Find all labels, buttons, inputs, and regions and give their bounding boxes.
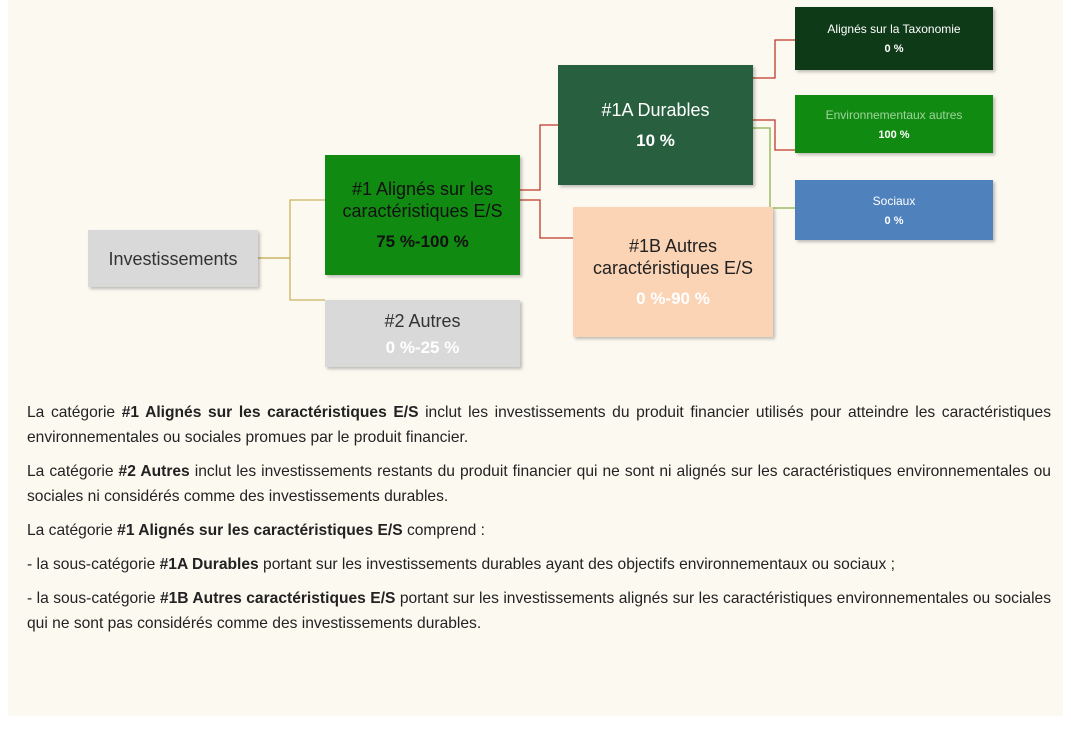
paragraph: La catégorie #2 Autres inclut les invest…	[27, 459, 1051, 509]
connector	[258, 199, 325, 259]
connector	[520, 124, 558, 191]
node-investissements: Investissements	[88, 230, 258, 287]
text: inclut les investissements restants du p…	[27, 463, 1051, 505]
bold-text: #1B Autres caractéristiques E/S	[159, 590, 396, 607]
node-label: Environnementaux autres	[825, 107, 963, 122]
connector	[753, 39, 795, 79]
node-label: #2 Autres	[384, 310, 461, 331]
node-value: 75 %-100 %	[376, 232, 469, 251]
node-value: 0 %	[884, 43, 904, 55]
node-value: 0 %-25 %	[385, 337, 460, 357]
bold-text: #1 Alignés sur les caractéristiques E/S	[121, 404, 419, 421]
node-label: #1 Alignés sur les caractéristiques E/S	[342, 179, 503, 221]
text: La catégorie	[27, 463, 119, 480]
node-value: 10 %	[636, 131, 675, 150]
node-label: Sociaux	[872, 193, 916, 208]
node-label: Alignés sur la Taxonomie	[827, 22, 961, 36]
node-environnementaux: Environnementaux autres 100 %	[795, 95, 993, 153]
text: comprend :	[402, 522, 485, 539]
bold-text: #2 Autres	[118, 463, 190, 480]
paragraph: La catégorie #1 Alignés sur les caractér…	[27, 518, 1051, 543]
node-1a: #1A Durables 10 %	[558, 65, 753, 185]
connector	[258, 257, 325, 301]
text: La catégorie	[27, 404, 122, 421]
connector	[753, 119, 795, 151]
paragraph: - la sous-catégorie #1A Durables portant…	[27, 552, 1051, 577]
node-sociaux: Sociaux 0 %	[795, 180, 993, 240]
text: inclut les investissements du produit fi…	[27, 404, 1051, 446]
paragraph: La catégorie #1 Alignés sur les caractér…	[27, 400, 1051, 450]
node-2: #2 Autres 0 %-25 %	[325, 300, 520, 367]
node-1: #1 Alignés sur les caractéristiques E/S 7…	[325, 155, 520, 275]
text: - la sous-catégorie	[27, 590, 160, 607]
node-label: #1B Autres caractéristiques E/S	[592, 236, 754, 278]
node-label: #1A Durables	[601, 100, 710, 120]
connector	[520, 199, 573, 239]
bold-text: #1 Alignés sur les caractéristiques E/S	[117, 522, 403, 539]
description: La catégorie #1 Alignés sur les caractér…	[27, 400, 1051, 645]
paragraph: - la sous-catégorie #1B Autres caractéri…	[27, 586, 1051, 636]
node-value: 100 %	[878, 128, 910, 141]
bold-text: #1A Durables	[159, 556, 259, 573]
node-1b: #1B Autres caractéristiques E/S 0 %-90 %	[573, 207, 773, 337]
text: La catégorie	[27, 522, 118, 539]
text: portant sur les investissements durables…	[258, 556, 895, 573]
node-taxonomie: Alignés sur la Taxonomie 0 %	[795, 7, 993, 70]
node-value: 0 %	[884, 214, 904, 227]
node-label: Investissements	[108, 248, 238, 269]
node-value: 0 %-90 %	[636, 289, 710, 308]
text: - la sous-catégorie	[27, 556, 160, 573]
connectors	[258, 39, 795, 301]
text: portant sur les investissements alignés …	[27, 590, 1052, 632]
connector	[753, 127, 795, 209]
